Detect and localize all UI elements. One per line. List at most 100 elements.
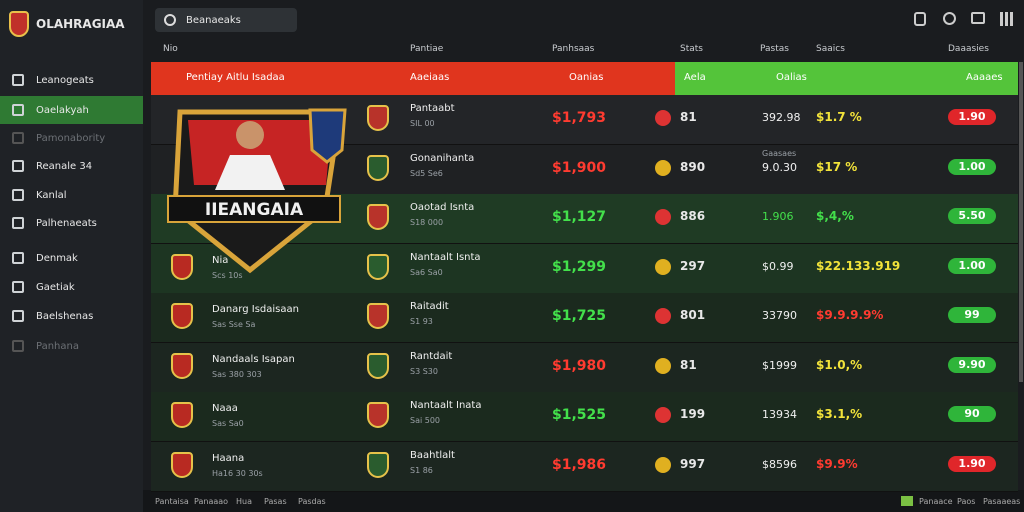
nav-item[interactable]: Denmak [0,244,143,272]
footer-link[interactable]: Pasas [264,497,287,506]
nav-label: Denmak [36,252,78,264]
logo-icon [9,11,29,37]
opponent-crest [367,253,389,280]
footer-link[interactable]: Pasaaeas [983,497,1021,506]
nav-item[interactable]: Gaetiak [0,273,143,301]
banner-red [151,62,675,95]
opponent-sub: Sai 500 [410,416,441,425]
price: $1,980 [552,357,607,374]
count: 81 [680,110,697,124]
value: 1.906 [762,210,794,223]
value: 13934 [762,408,797,421]
percent: $9.9% [816,456,858,471]
nav-icon [12,104,24,116]
search-text: Beanaeaks [186,14,241,26]
team-crest [171,352,193,379]
nav-item[interactable]: Baelshenas [0,302,143,330]
odds-button[interactable]: 90 [948,406,996,422]
nav-icon [12,281,24,293]
price: $1,793 [552,110,607,126]
opponent-sub: Sd5 Se6 [410,168,443,178]
count-icon [655,456,671,473]
odds-button[interactable]: 5.50 [948,208,996,224]
percent: $9.9.9.9% [816,308,884,322]
nav-item[interactable]: Leanogeats [0,66,143,94]
footer-link[interactable]: Pasdas [298,497,326,506]
footer-link[interactable]: Panaaao [194,497,229,506]
odds-button[interactable]: 1.90 [948,109,996,125]
footer [143,490,1024,512]
emblem-player [236,121,264,149]
table-row [151,342,1018,393]
price: $1,525 [552,407,607,423]
emblem-badge [308,108,347,164]
nav-label: Panhana [36,340,79,352]
column-header: Saaics [816,44,845,54]
footer-link[interactable]: Paos [957,497,976,506]
value: $8596 [762,457,797,471]
opponent-sub: S18 000 [410,218,444,227]
count-icon [655,407,671,423]
opponent-name: Gonanihanta [410,152,475,164]
odds-button[interactable]: 1.00 [948,257,996,274]
column-header: Pastas [760,44,789,54]
nav-item[interactable]: Reanale 34 [0,152,143,180]
value: $1999 [762,358,797,372]
count-icon [655,308,671,324]
column-header: Daaasies [948,44,989,54]
nav-item[interactable]: Oaelakyah [0,96,143,124]
nav-label: Gaetiak [36,281,75,293]
odds-button[interactable]: 1.00 [948,158,996,175]
price: $1,986 [552,456,607,473]
percent: $,4,% [816,209,854,223]
odds-button[interactable]: 99 [948,307,996,323]
opponent-crest [367,352,389,379]
icon-button[interactable] [971,12,985,24]
icon-button[interactable] [914,12,926,26]
footer-link[interactable]: Hua [236,497,252,506]
opponent-crest [367,303,389,329]
price: $1,900 [552,159,607,176]
count-icon [655,357,671,374]
nav-label: Oaelakyah [36,104,89,116]
banner-text: Aaaaes [966,72,1003,83]
count-icon [655,258,671,275]
opponent-name: Nantaalt Isnta [410,251,481,263]
nav-item[interactable]: Panhana [0,332,143,360]
table-row [151,293,1018,343]
nav-item[interactable]: Kanlal [0,181,143,209]
banner-green [675,62,1018,95]
nav-icon [12,217,24,229]
emblem-text: IIEANGAIA [205,200,304,220]
odds-button[interactable]: 9.90 [948,356,996,373]
column-header: Nio [163,44,178,54]
opponent-name: Rantdait [410,350,453,362]
percent: $1.7 % [816,110,862,124]
team-sub: Ha16 30 30s [212,468,263,478]
team-sub: Sas 380 303 [212,369,262,379]
footer-link[interactable]: Pantaisa [155,497,189,506]
scrollbar [1019,62,1023,382]
nav-icon [12,252,24,264]
odds-button[interactable]: 1.90 [948,455,996,472]
icon-button[interactable] [1000,12,1014,26]
opponent-name: Raitadit [410,301,449,312]
nav-icon [12,310,24,322]
opponent-name: Pantaabt [410,103,455,114]
search-box[interactable]: Beanaeaks [155,8,297,32]
value: $0.99 [762,259,794,273]
count-icon [655,110,671,126]
nav-icon [12,340,24,352]
opponent-name: Baahtlalt [410,449,455,461]
team-sub: Sas Sse Sa [212,320,256,329]
nav-item[interactable]: Pamonabority [0,124,143,152]
team-crest [171,451,193,478]
footer-link[interactable]: Panaace [919,497,953,506]
team-name: Haana [212,452,245,464]
opponent-name: Nantaalt Inata [410,400,482,411]
icon-button[interactable] [943,12,956,25]
table-row [151,243,1018,294]
nav-item[interactable]: Palhenaeats [0,209,143,237]
emblem-ribbon [167,195,341,223]
